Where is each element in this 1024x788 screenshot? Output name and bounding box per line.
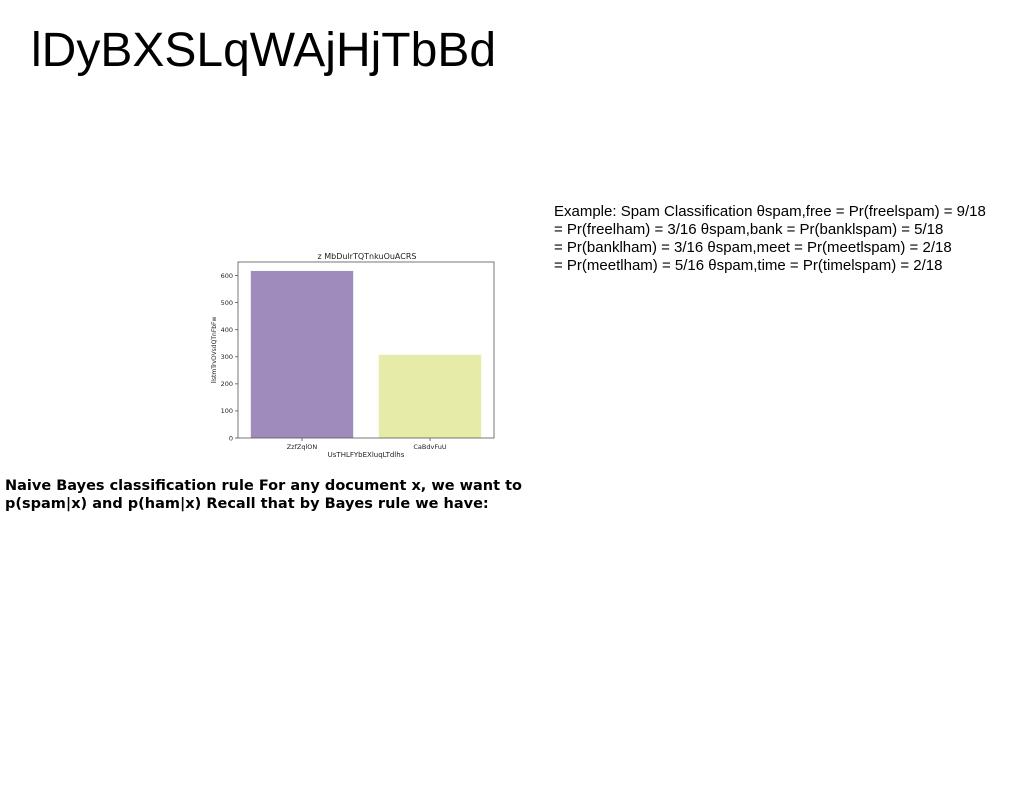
bar-ZzfZqlON xyxy=(250,270,354,438)
y-tick-label: 500 xyxy=(221,299,233,307)
bar-chart: z MbDulrTQTnkuOuACRS ZzfZqlON CaBdvFuU 0 10… xyxy=(211,252,495,459)
bar-chart-figure: z MbDulrTQTnkuOuACRS ZzfZqlON CaBdvFuU 0 10… xyxy=(206,247,502,465)
y-axis-label: llstmTrvDVsdQTnFbFw xyxy=(211,317,218,384)
x-tick-label: ZzfZqlON xyxy=(287,443,318,451)
y-tick-label: 200 xyxy=(221,380,233,388)
bar-CaBdvFuU xyxy=(378,354,482,438)
naive-bayes-rule-text: Naive Bayes classification rule For any … xyxy=(5,477,545,513)
example-line: = Pr(meetlham) = 5/16 θspam,time = Pr(ti… xyxy=(554,257,943,274)
x-axis-label: UsTHLFYbEXluqLTdlhs xyxy=(328,451,405,459)
example-line: = Pr(freelham) = 3/16 θspam,bank = Pr(ba… xyxy=(554,221,944,238)
example-text-block: Example: Spam Classification θspam,free … xyxy=(554,203,1022,275)
rule-line: p(spam|x) and p(ham|x) Recall that by Ba… xyxy=(5,496,489,512)
bars-layer xyxy=(250,270,482,438)
example-line: Example: Spam Classification θspam,free … xyxy=(554,203,986,220)
y-tick-label: 600 xyxy=(221,272,233,280)
chart-title: z MbDulrTQTnkuOuACRS xyxy=(318,252,417,261)
axes-layer: ZzfZqlON CaBdvFuU 0 100 200 300 400 500 600 xyxy=(221,272,447,451)
rule-line: Naive Bayes classification rule For any … xyxy=(5,478,523,494)
y-tick-label: 100 xyxy=(221,407,233,415)
x-tick-label: CaBdvFuU xyxy=(413,443,446,451)
slide-title: lDyBXSLqWAjHjTbBd xyxy=(31,24,497,77)
y-tick-label: 0 xyxy=(229,434,233,442)
y-tick-label: 300 xyxy=(221,353,233,361)
example-line: = Pr(banklham) = 3/16 θspam,meet = Pr(me… xyxy=(554,239,952,256)
plot-frame xyxy=(237,261,495,439)
y-tick-label: 400 xyxy=(221,326,233,334)
